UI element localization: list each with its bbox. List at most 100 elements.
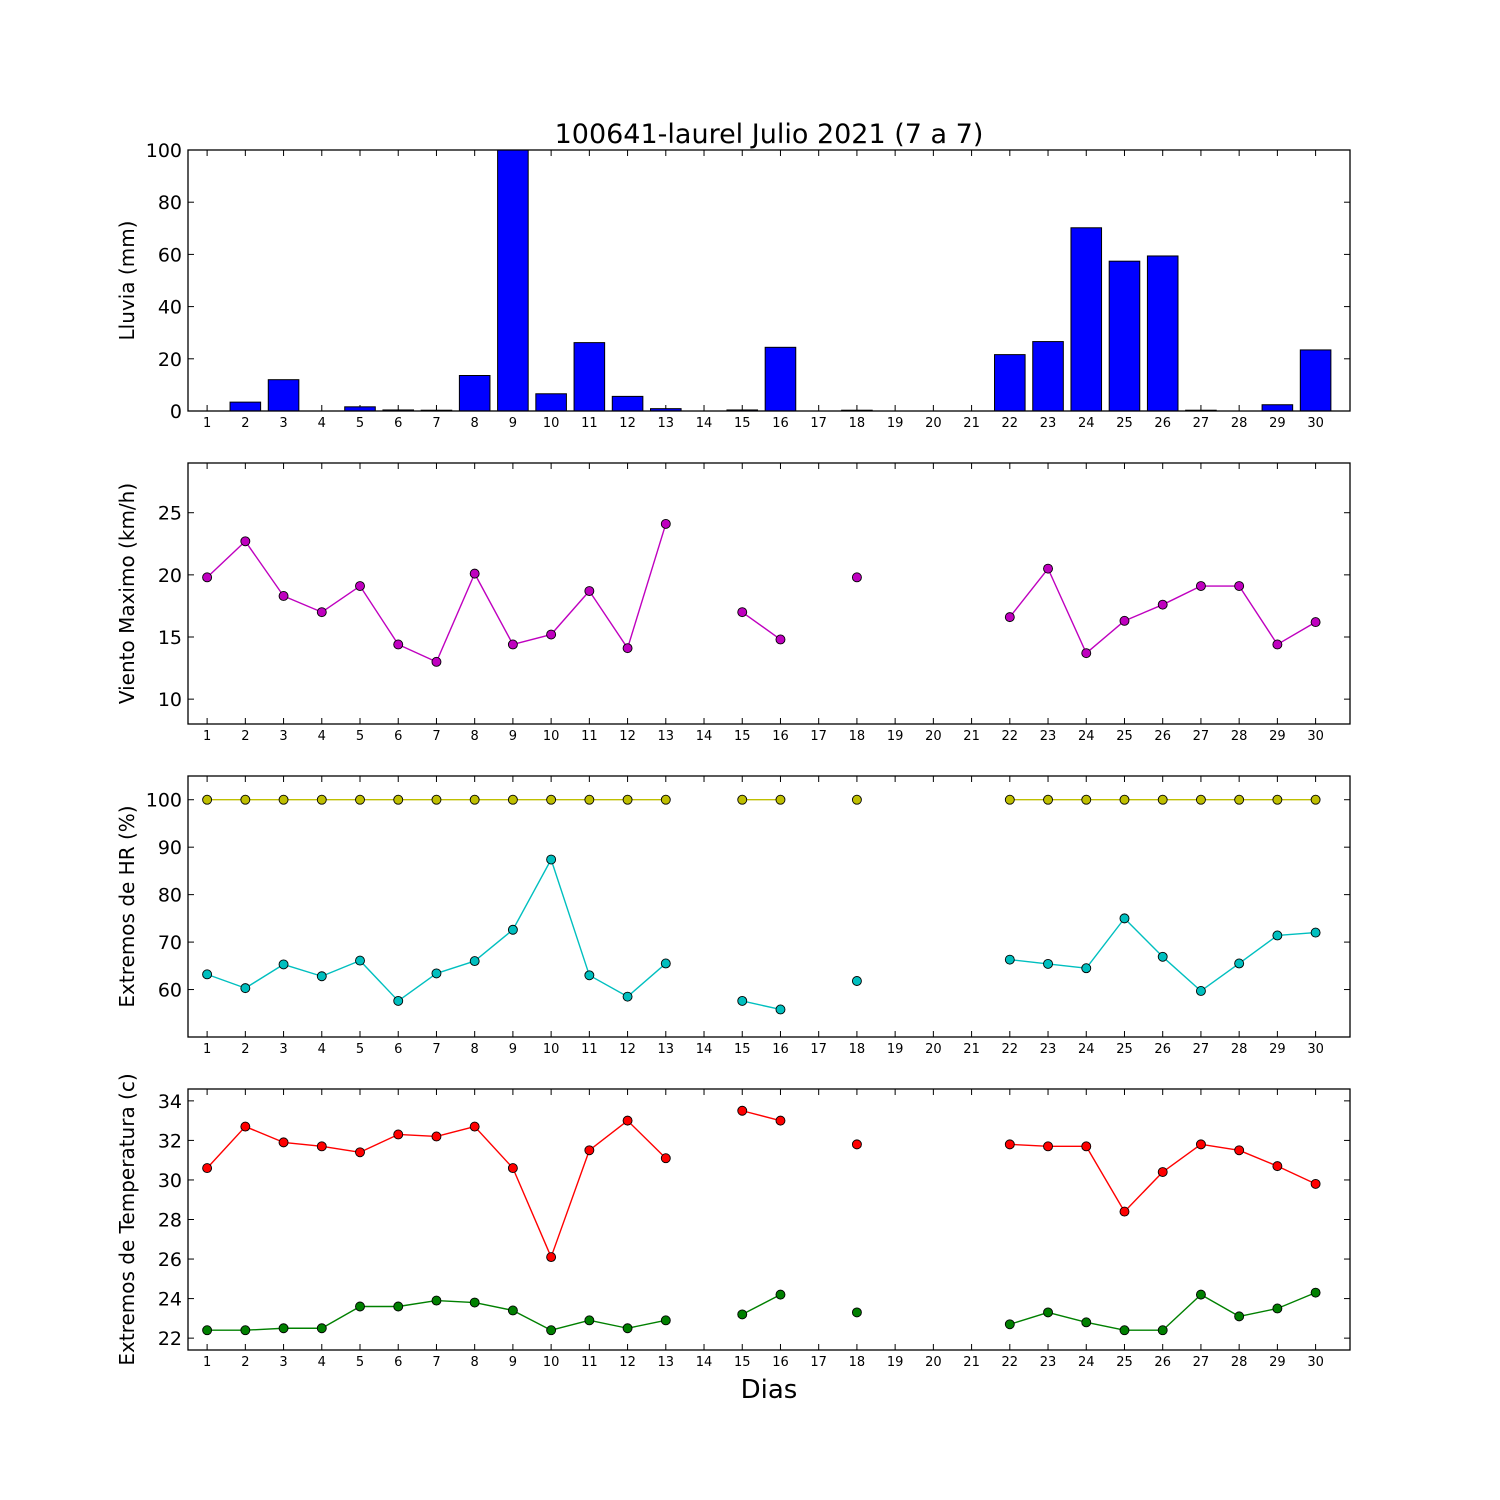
- data-point: [1310, 617, 1321, 628]
- data-point: [278, 1323, 289, 1334]
- data-point: [622, 643, 633, 654]
- axes-frame: [187, 775, 1351, 1038]
- x-axis-label: Dias: [741, 1375, 798, 1405]
- x-tick-label: 13: [658, 416, 675, 431]
- data-point: [775, 634, 786, 645]
- x-tick-label: 19: [887, 416, 904, 431]
- data-point: [278, 591, 289, 601]
- data-point: [584, 1315, 595, 1326]
- x-tick-label: 28: [1231, 416, 1248, 431]
- data-point: [431, 656, 442, 667]
- data-point: [546, 794, 557, 805]
- x-tick-label: 5: [356, 1355, 364, 1370]
- series-line-segment: [1047, 963, 1087, 969]
- data-point: [355, 1147, 365, 1158]
- data-point: [1234, 958, 1245, 969]
- x-tick-label: 10: [543, 729, 560, 744]
- x-tick-label: 6: [394, 729, 402, 744]
- x-tick-label: 30: [1307, 729, 1324, 744]
- series-line-segment: [550, 1319, 590, 1331]
- data-point: [469, 794, 480, 805]
- data-point: [316, 971, 327, 982]
- series-line-segment: [741, 611, 781, 641]
- series-line-segment: [1277, 931, 1316, 937]
- x-tick-label: 2: [241, 1355, 249, 1370]
- series-line-segment: [1162, 1294, 1202, 1331]
- data-point: [1195, 986, 1206, 996]
- y-tick-label: 20: [158, 565, 182, 587]
- x-tick-label: 7: [432, 416, 440, 431]
- bar: [1146, 255, 1179, 412]
- x-tick-label: 28: [1231, 729, 1248, 744]
- x-tick-label: 6: [394, 416, 402, 431]
- bar: [1070, 227, 1103, 412]
- x-tick-label: 18: [849, 416, 866, 431]
- data-point: [240, 1325, 251, 1336]
- series-line-segment: [206, 1126, 246, 1169]
- series-line-segment: [474, 1301, 514, 1312]
- y-tick-label: 26: [158, 1249, 182, 1271]
- data-point: [278, 1137, 289, 1148]
- y-tick-label: 90: [158, 837, 182, 859]
- y-tick-label: 40: [158, 297, 182, 319]
- data-point: [431, 794, 442, 805]
- bar: [1299, 349, 1332, 412]
- data-point: [393, 1301, 404, 1312]
- data-point: [1043, 958, 1053, 969]
- x-tick-label: 11: [581, 1042, 598, 1057]
- data-point: [737, 1309, 748, 1320]
- series-line-segment: [627, 1319, 666, 1329]
- series-line-segment: [436, 1299, 475, 1304]
- data-point: [240, 983, 251, 994]
- series-line-segment: [1200, 1143, 1240, 1151]
- series-line-segment: [512, 633, 552, 646]
- x-tick-label: 7: [432, 1355, 440, 1370]
- data-point: [1004, 794, 1015, 805]
- series-line-segment: [244, 540, 285, 597]
- series-line-segment: [627, 1120, 667, 1159]
- data-point: [1081, 1141, 1092, 1152]
- series-line-segment: [626, 523, 667, 649]
- x-tick-label: 22: [1002, 416, 1019, 431]
- data-point: [393, 995, 404, 1006]
- series-line-segment: [359, 960, 399, 1002]
- data-point: [660, 794, 671, 805]
- data-point: [1234, 794, 1245, 805]
- series-line-segment: [1009, 958, 1049, 965]
- y-tick-label: 80: [158, 192, 182, 214]
- x-tick-label: 10: [543, 1355, 560, 1370]
- data-point: [431, 968, 442, 979]
- x-tick-label: 15: [734, 416, 751, 431]
- y-tick-label: 10: [158, 689, 182, 711]
- data-point: [1272, 930, 1283, 941]
- x-tick-label: 15: [734, 1355, 751, 1370]
- x-tick-label: 11: [581, 729, 598, 744]
- series-line-segment: [550, 859, 591, 976]
- series-line-segment: [1009, 1311, 1049, 1325]
- data-point: [660, 518, 671, 529]
- axes-frame: [187, 462, 1351, 725]
- data-point: [507, 794, 518, 805]
- data-point: [1119, 913, 1130, 924]
- x-tick-label: 12: [619, 1355, 636, 1370]
- data-point: [1043, 1307, 1053, 1318]
- x-tick-label: 4: [318, 1355, 326, 1370]
- y-tick-label: 100: [146, 140, 182, 162]
- data-point: [584, 794, 595, 805]
- series-line-segment: [397, 643, 437, 663]
- x-tick-label: 9: [509, 416, 517, 431]
- series-line-segment: [398, 1133, 437, 1138]
- x-tick-label: 24: [1078, 1042, 1095, 1057]
- x-tick-label: 12: [619, 729, 636, 744]
- data-point: [240, 794, 251, 805]
- x-tick-label: 8: [471, 1355, 479, 1370]
- y-tick-label: 22: [158, 1328, 182, 1350]
- series-line-segment: [474, 1126, 514, 1169]
- data-point: [737, 995, 748, 1006]
- x-tick-label: 10: [543, 416, 560, 431]
- data-point: [1157, 1167, 1168, 1177]
- x-tick-label: 9: [509, 1042, 517, 1057]
- bar: [458, 375, 491, 412]
